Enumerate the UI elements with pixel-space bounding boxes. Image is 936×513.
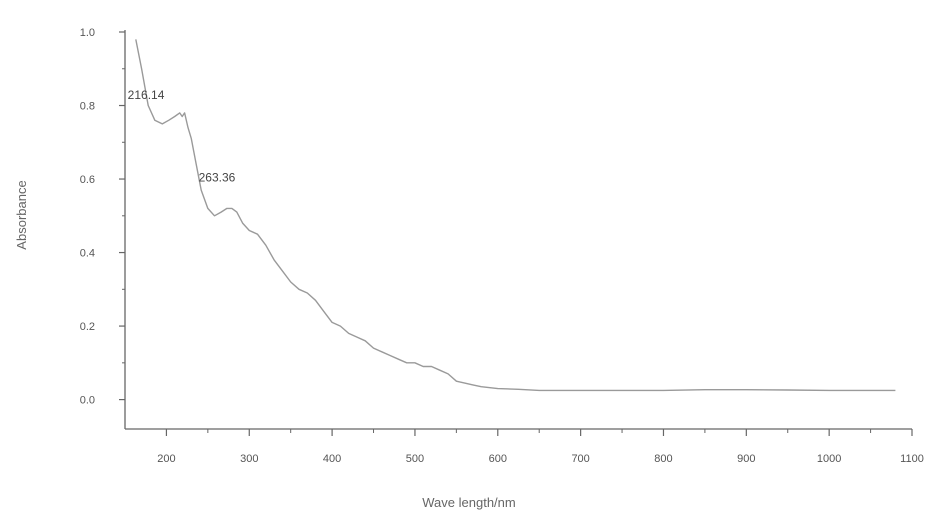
x-tick-label: 300 [240, 453, 258, 465]
x-tick-label: 600 [489, 453, 507, 465]
x-tick-label: 800 [654, 453, 672, 465]
x-axis-title: Wave length/nm [422, 495, 515, 510]
y-axis-ticks: 0.0 0.2 0.4 0.6 0.8 1.0 [80, 27, 125, 407]
x-tick-label: 1000 [817, 453, 841, 465]
y-tick-label: 0.8 [80, 101, 95, 113]
absorbance-series-line [135, 39, 896, 392]
x-tick-label: 200 [157, 453, 175, 465]
y-tick-label: 0.0 [80, 395, 95, 407]
y-tick-label: 1.0 [80, 27, 95, 39]
y-tick-label: 0.4 [80, 248, 95, 260]
x-tick-label: 900 [737, 453, 755, 465]
y-tick-label: 0.2 [80, 321, 95, 333]
x-tick-label: 1100 [900, 453, 924, 465]
x-tick-label: 500 [406, 453, 424, 465]
x-axis-ticks: 200 300 400 500 600 700 800 900 1000 1100 [157, 429, 924, 465]
peak-annotations: 216.14 263.36 [128, 88, 236, 184]
x-tick-label: 700 [571, 453, 589, 465]
y-tick-label: 0.6 [80, 174, 95, 186]
peak-annotation-label: 263.36 [199, 170, 236, 184]
peak-annotation-label: 216.14 [128, 88, 165, 102]
y-axis-title: Absorbance [14, 180, 29, 249]
x-tick-label: 400 [323, 453, 341, 465]
